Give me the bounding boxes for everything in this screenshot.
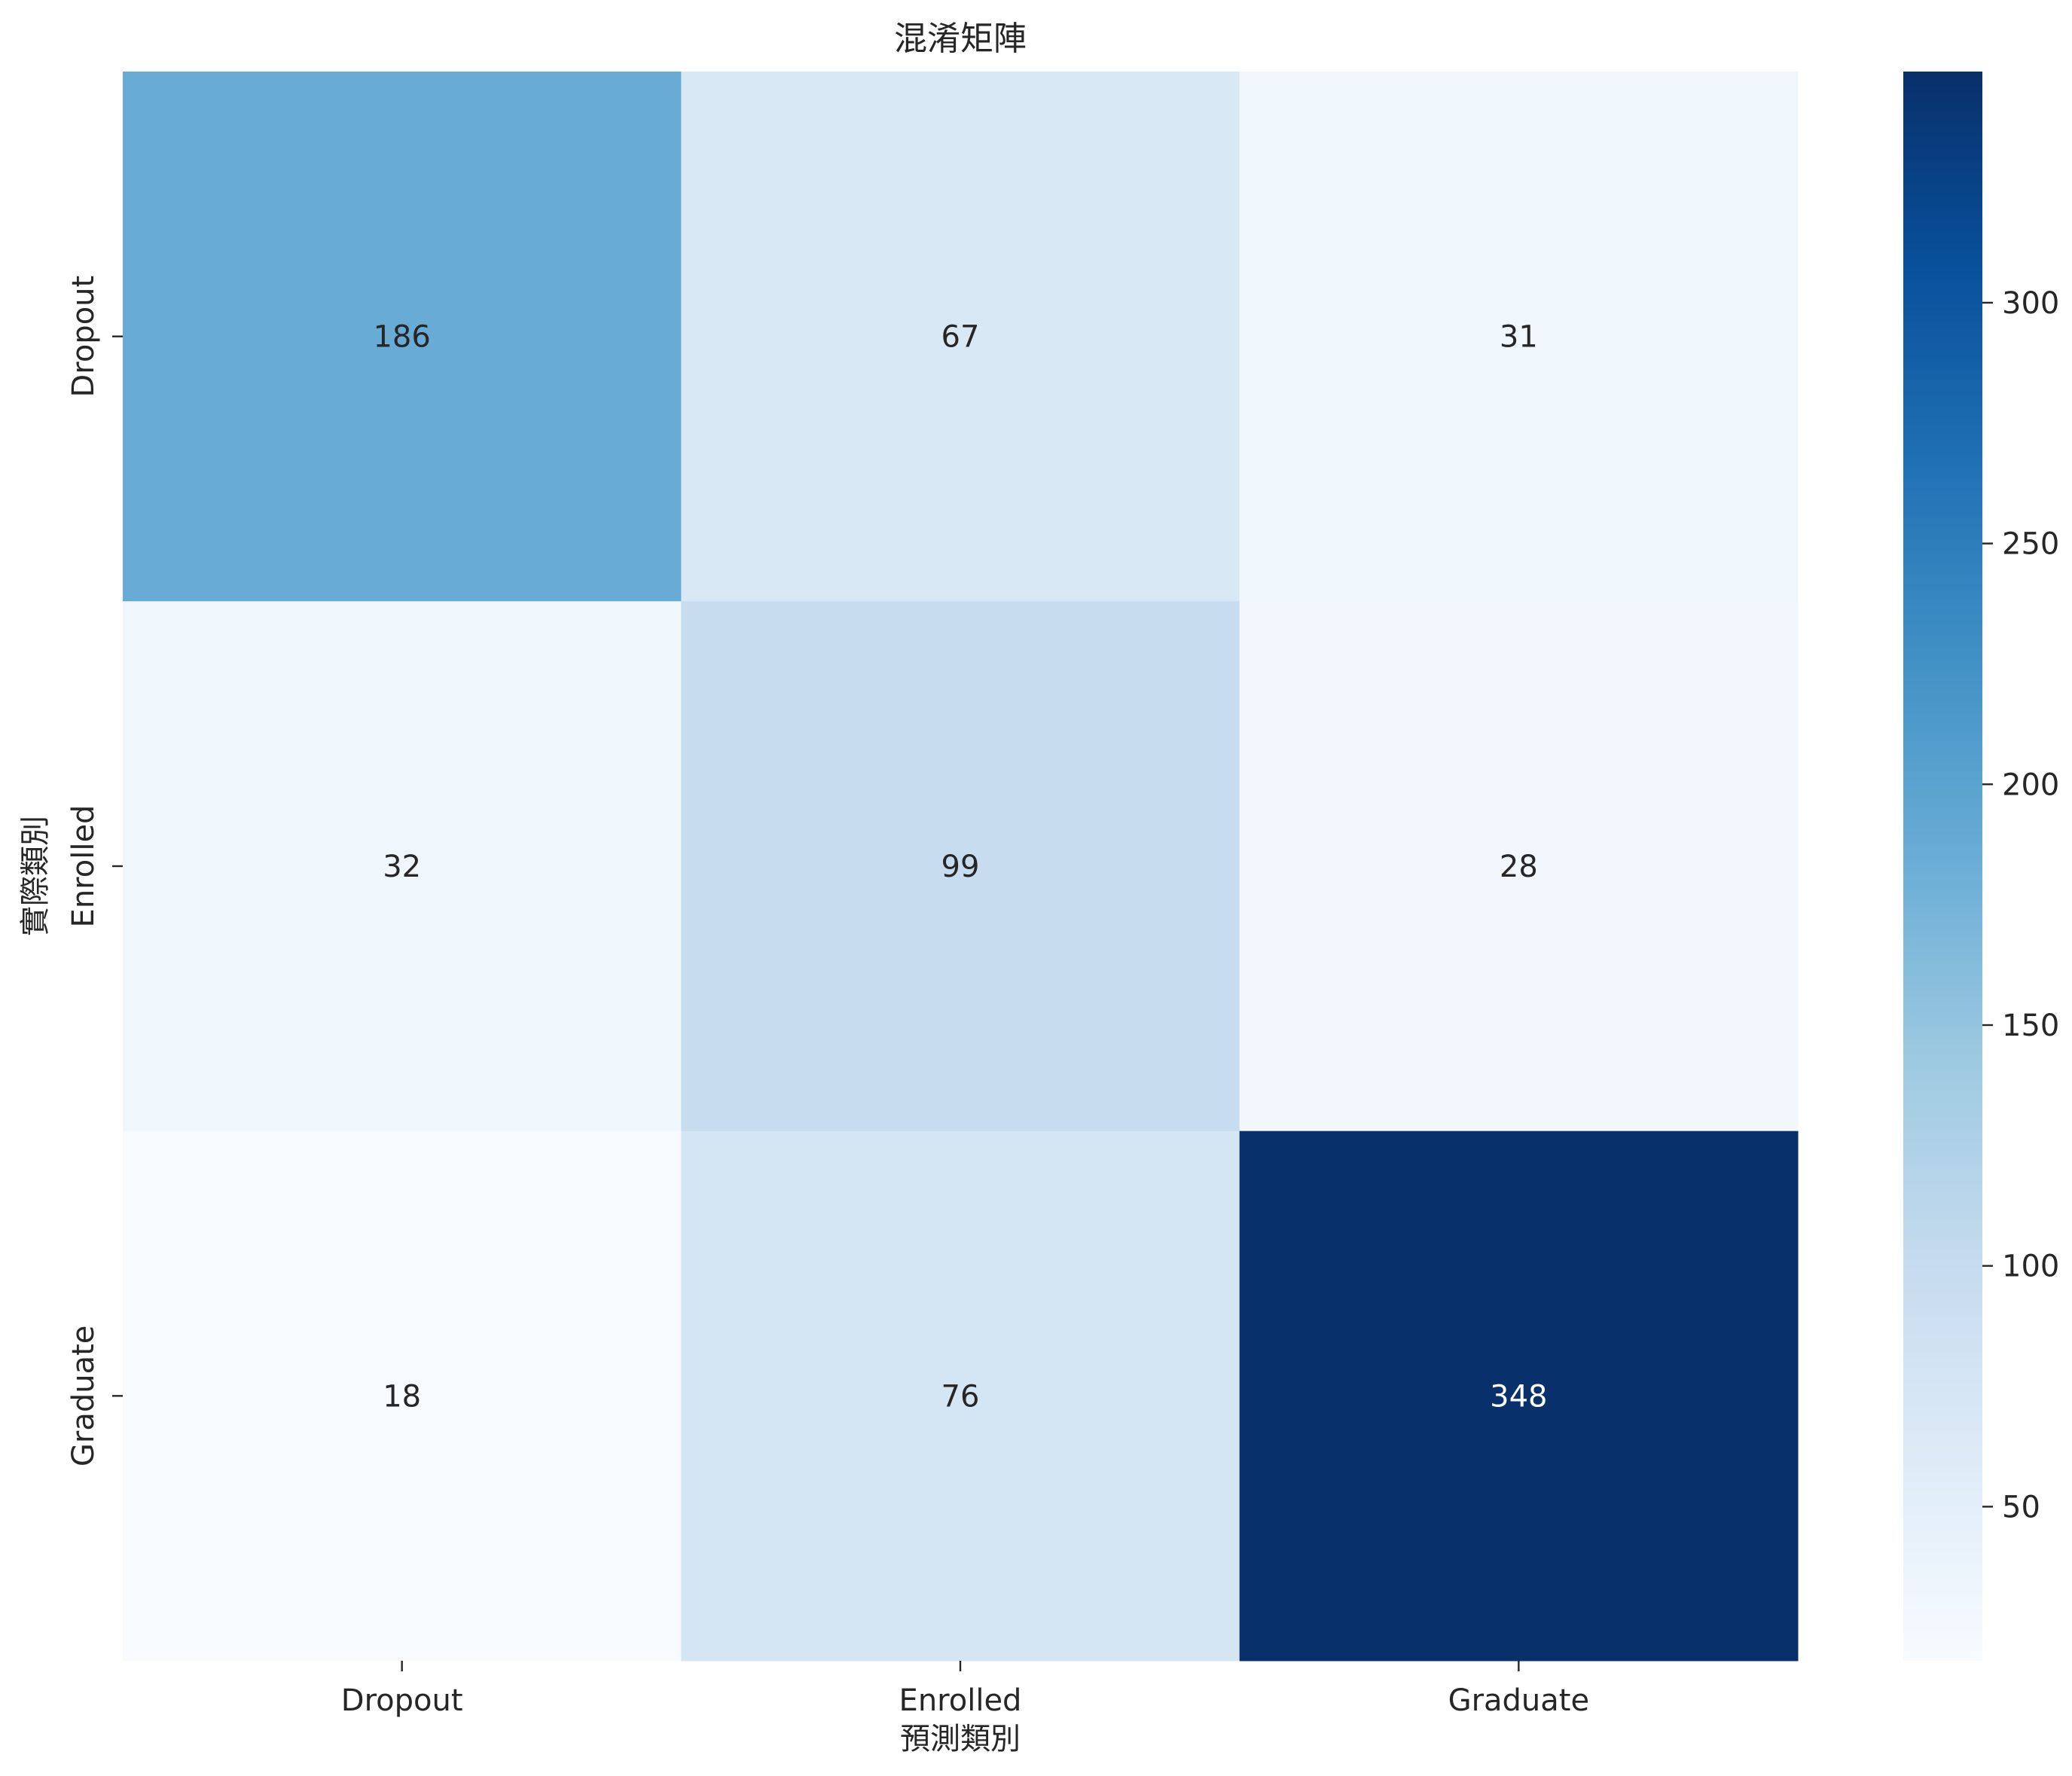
cell-value-label: 18 bbox=[383, 1379, 421, 1414]
cell-value-label: 28 bbox=[1500, 850, 1538, 884]
cell-value-label: 76 bbox=[941, 1379, 980, 1414]
y-tick-label: Graduate bbox=[66, 1326, 101, 1467]
heatmap-cell bbox=[123, 72, 682, 602]
x-tick-label: Dropout bbox=[341, 1683, 463, 1718]
x-axis-label: 預測類別 bbox=[900, 1722, 1021, 1756]
colorbar bbox=[1903, 72, 1982, 1661]
heatmap-cell-labels: 186 67 31 32 99 28 18 76 348 bbox=[373, 320, 1547, 1414]
heatmap-cell bbox=[681, 72, 1240, 602]
heatmap-cell bbox=[123, 1131, 682, 1662]
cell-value-label: 99 bbox=[941, 850, 980, 884]
chart-title: 混淆矩陣 bbox=[894, 20, 1027, 58]
heatmap-cell bbox=[681, 1131, 1240, 1662]
colorbar-tick-label: 300 bbox=[2002, 286, 2059, 321]
heatmap-cell bbox=[1239, 1131, 1799, 1662]
cell-value-label: 31 bbox=[1500, 320, 1538, 355]
y-axis-label: 實際類別 bbox=[18, 816, 53, 936]
y-tick-label: Enrolled bbox=[66, 805, 101, 928]
heatmap-cell bbox=[123, 601, 682, 1132]
cell-value-label: 348 bbox=[1490, 1379, 1547, 1414]
cell-value-label: 32 bbox=[383, 850, 421, 884]
colorbar-ticks: 50 100 150 200 250 300 bbox=[1982, 286, 2059, 1524]
colorbar-tick-label: 50 bbox=[2002, 1490, 2040, 1524]
x-axis-ticks: Dropout Enrolled Graduate bbox=[341, 1661, 1589, 1718]
heatmap-cell bbox=[681, 601, 1240, 1132]
colorbar-tick-label: 150 bbox=[2002, 1009, 2059, 1043]
colorbar-tick-label: 200 bbox=[2002, 767, 2059, 802]
x-tick-label: Enrolled bbox=[899, 1683, 1022, 1718]
heatmap-cell bbox=[1239, 601, 1799, 1132]
x-tick-label: Graduate bbox=[1448, 1683, 1590, 1718]
heatmap-cells bbox=[123, 72, 1799, 1662]
heatmap-cell bbox=[1239, 72, 1799, 602]
cell-value-label: 67 bbox=[941, 320, 980, 355]
colorbar-tick-label: 250 bbox=[2002, 527, 2059, 562]
y-tick-label: Dropout bbox=[66, 276, 101, 398]
cell-value-label: 186 bbox=[373, 320, 430, 355]
y-axis-ticks: Dropout Enrolled Graduate bbox=[66, 276, 123, 1466]
colorbar-tick-label: 100 bbox=[2002, 1250, 2059, 1284]
